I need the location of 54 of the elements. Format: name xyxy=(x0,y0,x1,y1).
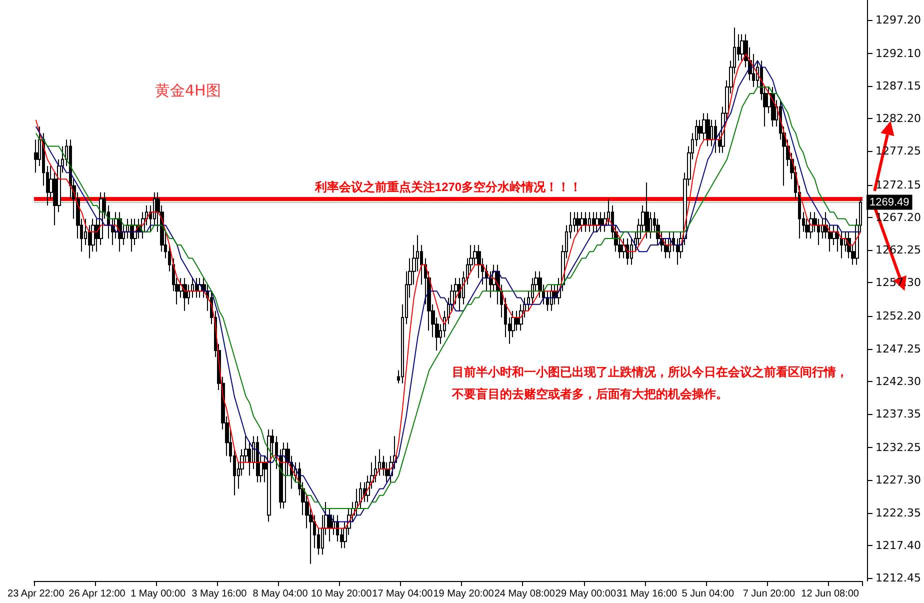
candlestick xyxy=(668,231,671,259)
candlestick xyxy=(282,442,286,510)
candlestick xyxy=(809,212,813,239)
x-tick-label: 19 May 20:00 xyxy=(433,588,494,600)
candlestick xyxy=(576,212,580,232)
y-tick-label: 1222.35 xyxy=(876,506,922,520)
x-tick-label: 31 May 16:00 xyxy=(616,588,678,600)
candlestick xyxy=(256,436,259,483)
x-tick-label: 29 May 00:00 xyxy=(555,588,616,600)
candlestick xyxy=(645,182,649,239)
y-tick-label: 1282.20 xyxy=(876,112,922,126)
y-tick-label: 1287.15 xyxy=(876,79,922,92)
ref-line-label: 1269.49 xyxy=(870,196,910,208)
candlestick xyxy=(580,212,584,232)
y-tick-label: 1247.25 xyxy=(876,342,922,356)
candlestick xyxy=(191,277,194,298)
candlestick xyxy=(706,112,710,147)
candlestick xyxy=(588,212,591,232)
annotation: 目前半小时和一小图已出现了止跌情况，所以今日在会议之前看区间行情， xyxy=(452,365,848,379)
candlestick xyxy=(592,212,595,232)
candlestick xyxy=(267,428,271,522)
x-tick-label: 8 May 04:00 xyxy=(252,588,308,600)
x-tick-label: 3 May 16:00 xyxy=(192,588,248,600)
candlestick xyxy=(183,277,187,312)
candlestick xyxy=(771,86,775,127)
annotation: 不要盲目的去赌空或者多，后面有大把的机会操作。 xyxy=(451,387,728,401)
candlestick xyxy=(599,212,603,232)
candlestick xyxy=(550,284,553,312)
candlestick xyxy=(714,119,717,154)
x-tick-label: 5 Jun 04:00 xyxy=(682,588,734,600)
x-tick-label: 24 May 08:00 xyxy=(494,588,556,600)
y-tick-label: 1297.20 xyxy=(876,13,922,26)
x-tick-label: 1 May 00:00 xyxy=(130,588,186,600)
y-tick-label: 1292.10 xyxy=(876,46,922,60)
candlestick xyxy=(584,212,587,232)
y-tick-label: 1242.30 xyxy=(876,374,922,388)
x-tick-label: 7 Jun 20:00 xyxy=(742,588,796,600)
candlestick xyxy=(195,277,198,298)
text: 黄金4H图 xyxy=(155,82,221,100)
y-tick-label: 1252.20 xyxy=(876,310,922,323)
y-tick-label: 1227.30 xyxy=(876,474,922,487)
candlestick xyxy=(595,212,599,232)
x-tick-label: 17 May 04:00 xyxy=(372,588,434,600)
candlestick xyxy=(130,218,133,252)
x-tick-label: 10 May 20:00 xyxy=(311,588,372,600)
x-tick-label: 12 Jun 08:00 xyxy=(801,588,860,600)
y-tick-label: 1237.35 xyxy=(876,408,922,421)
candlestick xyxy=(626,238,629,266)
x-tick-label: 26 Apr 12:00 xyxy=(68,588,126,600)
ref-line-label: 利率会议之前重点关注1270多空分水岭情况！！！ xyxy=(314,180,582,194)
y-tick-label: 1232.25 xyxy=(876,441,922,454)
x-tick-label: 23 Apr 22:00 xyxy=(8,588,65,600)
y-tick-label: 1212.45 xyxy=(876,572,922,585)
y-tick-label: 1217.40 xyxy=(876,538,922,552)
